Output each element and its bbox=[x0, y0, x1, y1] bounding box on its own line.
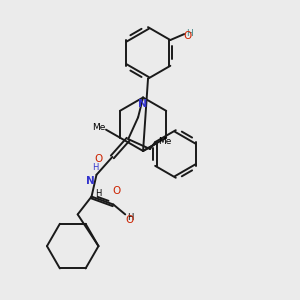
Text: O: O bbox=[125, 215, 134, 225]
Text: H: H bbox=[92, 163, 99, 172]
Text: O: O bbox=[112, 186, 120, 196]
Text: Me: Me bbox=[158, 136, 171, 146]
Text: O: O bbox=[183, 31, 191, 41]
Text: N: N bbox=[86, 176, 94, 186]
Text: N: N bbox=[138, 100, 148, 110]
Text: H: H bbox=[186, 28, 193, 38]
Text: H: H bbox=[127, 213, 134, 222]
Text: H: H bbox=[95, 189, 102, 198]
Text: Me: Me bbox=[92, 123, 105, 132]
Text: O: O bbox=[94, 154, 102, 164]
